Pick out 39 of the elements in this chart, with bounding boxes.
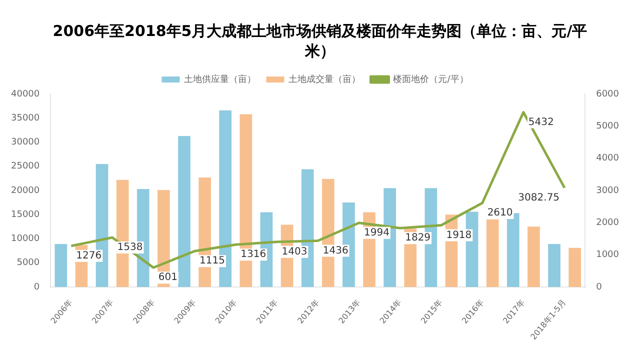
bar xyxy=(486,219,499,287)
data-label: 3082.75 xyxy=(518,192,560,204)
y2-tick-label: 6000 xyxy=(596,89,620,100)
y-tick-label: 10000 xyxy=(10,234,40,244)
chart-title: 2006年至2018年5月大成都土地市场供销及楼面价年走势图（单位：亩、元/平米） xyxy=(52,21,588,62)
y2-tick-label: 1000 xyxy=(596,250,620,260)
bar xyxy=(528,226,540,287)
y-tick-label: 0 xyxy=(34,282,40,292)
y-tick-label: 15000 xyxy=(10,210,40,220)
y-tick-label: 5000 xyxy=(16,258,40,268)
data-label: 1538 xyxy=(117,242,143,254)
data-label: 601 xyxy=(158,272,178,284)
data-label: 1316 xyxy=(240,249,266,260)
data-label: 5432 xyxy=(528,116,554,128)
y2-tick-label: 2000 xyxy=(596,218,620,228)
legend-label: 土地成交量（亩） xyxy=(288,74,361,85)
data-label: 1829 xyxy=(405,232,431,244)
data-label: 1276 xyxy=(76,250,102,262)
y2-tick-label: 3000 xyxy=(596,186,620,196)
data-label: 1436 xyxy=(322,245,348,256)
y2-tick-label: 5000 xyxy=(596,122,620,132)
data-label: 1994 xyxy=(364,227,390,238)
bar xyxy=(548,244,560,287)
bar xyxy=(54,244,68,287)
y2-tick-label: 0 xyxy=(596,282,602,292)
y-tick-label: 35000 xyxy=(10,113,40,124)
y-tick-label: 40000 xyxy=(10,89,40,100)
legend-label: 楼面地价（元/平） xyxy=(393,74,468,85)
legend-label: 土地供应量（亩） xyxy=(184,74,256,85)
bar xyxy=(178,136,190,287)
y2-tick-label: 4000 xyxy=(596,154,620,164)
data-label: 1115 xyxy=(200,256,225,267)
data-label: 1403 xyxy=(282,246,308,258)
y-tick-label: 25000 xyxy=(10,162,40,172)
bar xyxy=(568,248,581,287)
data-label: 2610 xyxy=(487,208,513,219)
y-tick-label: 20000 xyxy=(10,186,40,196)
data-label: 1918 xyxy=(446,230,472,241)
y-tick-label: 30000 xyxy=(10,138,40,148)
